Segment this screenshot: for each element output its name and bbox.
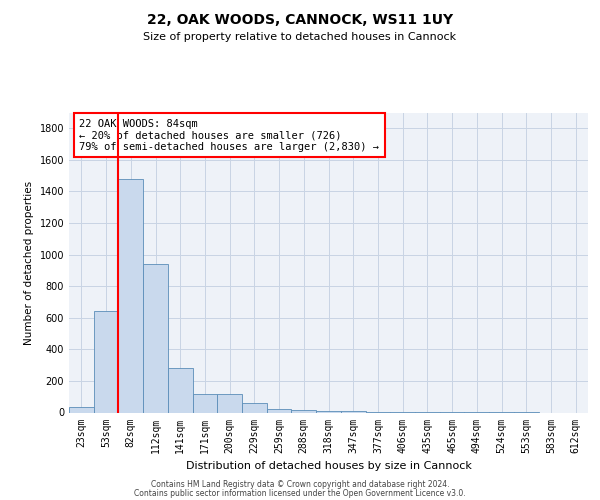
Text: Contains HM Land Registry data © Crown copyright and database right 2024.: Contains HM Land Registry data © Crown c… bbox=[151, 480, 449, 489]
Bar bbox=[242, 403, 267, 412]
Bar bbox=[267, 408, 292, 412]
Y-axis label: Number of detached properties: Number of detached properties bbox=[24, 180, 34, 344]
Bar bbox=[316, 411, 341, 412]
Bar bbox=[341, 411, 365, 412]
Bar bbox=[94, 310, 118, 412]
X-axis label: Distribution of detached houses by size in Cannock: Distribution of detached houses by size … bbox=[185, 461, 472, 471]
Text: 22, OAK WOODS, CANNOCK, WS11 1UY: 22, OAK WOODS, CANNOCK, WS11 1UY bbox=[147, 12, 453, 26]
Text: 22 OAK WOODS: 84sqm
← 20% of detached houses are smaller (726)
79% of semi-detac: 22 OAK WOODS: 84sqm ← 20% of detached ho… bbox=[79, 118, 379, 152]
Text: Size of property relative to detached houses in Cannock: Size of property relative to detached ho… bbox=[143, 32, 457, 42]
Bar bbox=[143, 264, 168, 412]
Text: Contains public sector information licensed under the Open Government Licence v3: Contains public sector information licen… bbox=[134, 488, 466, 498]
Bar bbox=[118, 179, 143, 412]
Bar bbox=[292, 410, 316, 412]
Bar bbox=[193, 394, 217, 412]
Bar bbox=[217, 394, 242, 412]
Bar bbox=[69, 407, 94, 412]
Bar bbox=[168, 368, 193, 412]
